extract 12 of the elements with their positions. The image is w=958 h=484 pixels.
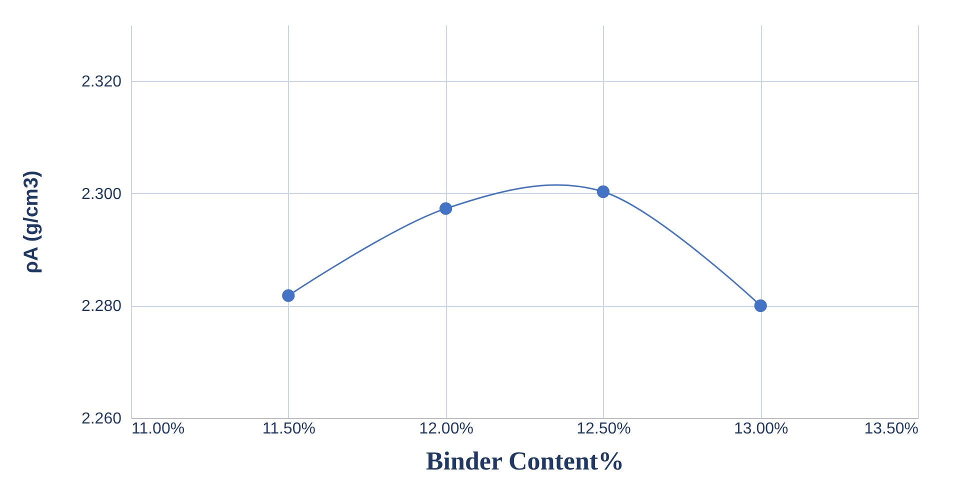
y-axis-title: ρA (g/cm3) [20, 170, 42, 274]
y-tick-label: 2.320 [81, 74, 122, 91]
x-axis-title: Binder Content% [426, 446, 624, 476]
x-tick-label: 12.50% [576, 420, 631, 438]
x-tick-label: 13.00% [734, 420, 788, 438]
x-tick-label: 13.50% [864, 420, 918, 438]
x-tick-label: 11.00% [132, 420, 185, 438]
x-tick-label: 12.00% [419, 420, 474, 438]
y-tick-label: 2.300 [81, 186, 122, 203]
y-tick-label: 2.260 [81, 410, 122, 428]
y-tick-label: 2.280 [81, 298, 122, 316]
x-tick-label: 11.50% [262, 420, 316, 438]
